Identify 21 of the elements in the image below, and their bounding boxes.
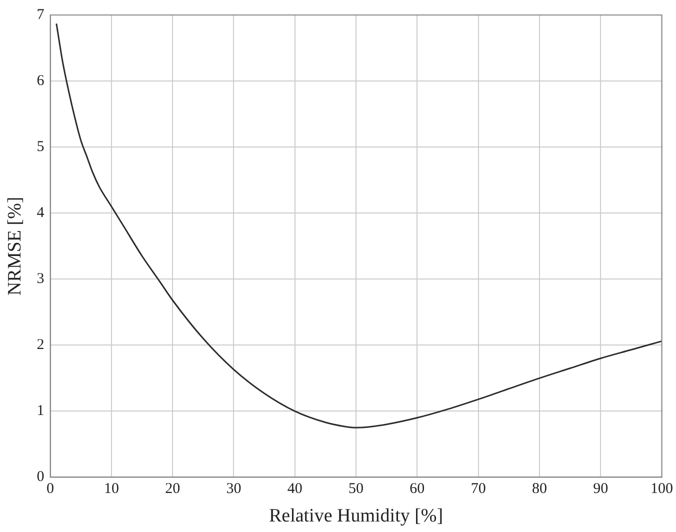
y-tick-label: 0 bbox=[36, 469, 44, 486]
x-tick-label: 100 bbox=[650, 481, 673, 498]
x-tick-label: 80 bbox=[532, 481, 547, 498]
x-tick-label: 50 bbox=[348, 481, 364, 498]
x-tick-label: 90 bbox=[593, 481, 608, 498]
x-axis-title: Relative Humidity [%] bbox=[268, 506, 444, 527]
y-tick-label: 6 bbox=[36, 72, 45, 89]
x-tick-label: 40 bbox=[287, 481, 302, 498]
y-tick-label: 4 bbox=[36, 205, 45, 222]
y-tick-label: 1 bbox=[36, 403, 44, 420]
x-tick-label: 20 bbox=[165, 481, 180, 498]
y-axis-title: NRMSE [%] bbox=[4, 196, 26, 296]
x-tick-label: 10 bbox=[104, 481, 119, 498]
y-tick-label: 5 bbox=[36, 138, 44, 155]
y-tick-label: 3 bbox=[36, 271, 44, 288]
line-series bbox=[56, 22, 662, 428]
y-tick-label: 7 bbox=[36, 6, 45, 23]
x-tick-label: 60 bbox=[410, 481, 425, 498]
x-tick-label: 70 bbox=[470, 481, 486, 498]
y-tick-label: 2 bbox=[36, 337, 44, 354]
x-tick-label: 30 bbox=[226, 481, 242, 498]
